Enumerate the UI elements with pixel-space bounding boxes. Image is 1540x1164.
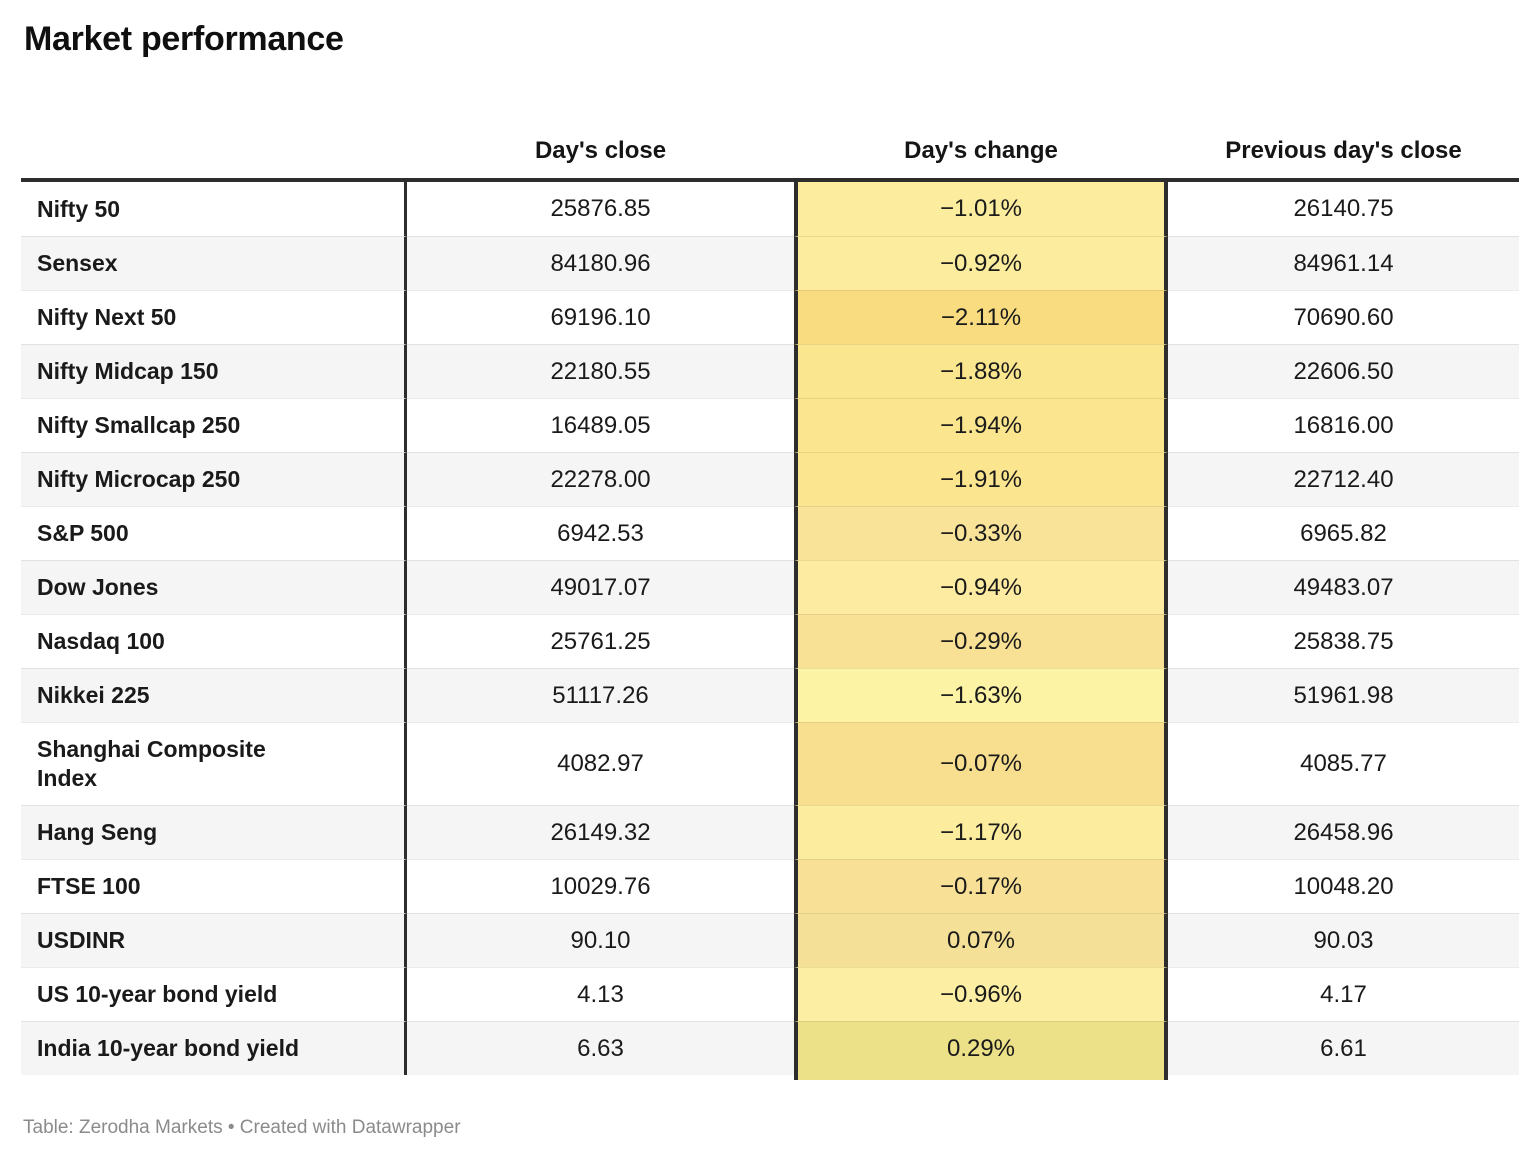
cell-days-change: −0.17% — [794, 859, 1168, 913]
row-label: USDINR — [21, 913, 407, 967]
cell-previous-days-close: 10048.20 — [1168, 859, 1519, 913]
cell-days-change: 0.29% — [794, 1021, 1168, 1075]
cell-previous-days-close: 70690.60 — [1168, 290, 1519, 344]
cell-days-close: 84180.96 — [407, 236, 794, 290]
cell-days-close: 90.10 — [407, 913, 794, 967]
table-row: Nifty Midcap 150 22180.55 −1.88% 22606.50 — [21, 344, 1519, 398]
row-label: Nifty Smallcap 250 — [21, 398, 407, 452]
cell-days-close: 25876.85 — [550, 195, 651, 222]
cell-days-change: −1.88% — [794, 344, 1168, 398]
table-row: Nifty Smallcap 250 16489.05 −1.94% 16816.00 — [21, 398, 1519, 452]
table-row: Shanghai Composite Index 4082.97 −0.07% 408… — [21, 722, 1519, 805]
cell-days-close: 22278.00 — [407, 452, 794, 506]
row-label: S&P 500 — [21, 506, 407, 560]
cell-days-change: −1.91% — [794, 452, 1168, 506]
table-row: Nikkei 225 51117.26 −1.63% 51961.98 — [21, 668, 1519, 722]
table-row: Nifty 50 25876.85 −1.01% 26140.75 — [21, 182, 1519, 236]
cell-days-close: 4.13 — [407, 967, 794, 1021]
cell-days-close: 49017.07 — [407, 560, 794, 614]
table-row: Nasdaq 100 25761.25 −0.29% 25838.75 — [21, 614, 1519, 668]
cell-previous-days-close: 90.03 — [1168, 913, 1519, 967]
table-row: Nifty Next 50 69196.10 −2.11% 70690.60 — [21, 290, 1519, 344]
row-label: Nifty Midcap 150 — [21, 344, 407, 398]
cell-days-close: 22180.55 — [407, 344, 794, 398]
row-label: US 10-year bond yield — [21, 967, 407, 1021]
cell-previous-days-close: 6.61 — [1168, 1021, 1519, 1075]
column-header-days-change: Day's change — [904, 137, 1058, 164]
row-label: Nifty Next 50 — [21, 290, 407, 344]
page-title: Market performance — [24, 20, 344, 58]
column-header-previous-days-close: Previous day's close — [1225, 137, 1462, 164]
cell-previous-days-close: 22712.40 — [1168, 452, 1519, 506]
highlight-column-tail — [794, 1075, 1168, 1080]
attribution-text: Table: Zerodha Markets • Created with Da… — [23, 1117, 461, 1138]
table-row: Sensex 84180.96 −0.92% 84961.14 — [21, 236, 1519, 290]
cell-previous-days-close: 4085.77 — [1168, 722, 1519, 805]
table-row: S&P 500 6942.53 −0.33% 6965.82 — [21, 506, 1519, 560]
row-label: India 10-year bond yield — [21, 1021, 407, 1075]
market-performance-table: Nifty 50 25876.85 −1.01% 26140.75 Sensex 8418… — [21, 178, 1519, 1080]
table-row: Hang Seng 26149.32 −1.17% 26458.96 — [21, 805, 1519, 859]
cell-previous-days-close: 25838.75 — [1168, 614, 1519, 668]
cell-previous-days-close: 26458.96 — [1168, 805, 1519, 859]
table-row: India 10-year bond yield 6.63 0.29% 6.61 — [21, 1021, 1519, 1075]
table-row: Dow Jones 49017.07 −0.94% 49483.07 — [21, 560, 1519, 614]
cell-days-close: 6.63 — [407, 1021, 794, 1075]
table-row: FTSE 100 10029.76 −0.17% 10048.20 — [21, 859, 1519, 913]
table-header-row: Day's close Day's change Previous day's … — [21, 118, 1519, 178]
table-row: USDINR 90.10 0.07% 90.03 — [21, 913, 1519, 967]
cell-previous-days-close: 22606.50 — [1168, 344, 1519, 398]
cell-days-close: 51117.26 — [407, 668, 794, 722]
row-label: FTSE 100 — [21, 859, 407, 913]
row-label: Nikkei 225 — [21, 668, 407, 722]
cell-previous-days-close: 51961.98 — [1168, 668, 1519, 722]
cell-days-change: −1.63% — [794, 668, 1168, 722]
cell-days-close: 4082.97 — [407, 722, 794, 805]
row-label: Hang Seng — [21, 805, 407, 859]
cell-days-close: 6942.53 — [407, 506, 794, 560]
row-label: Shanghai Composite Index — [21, 722, 407, 805]
cell-days-close: 25761.25 — [407, 614, 794, 668]
table-row: US 10-year bond yield 4.13 −0.96% 4.17 — [21, 967, 1519, 1021]
table-row: Nifty Microcap 250 22278.00 −1.91% 22712.40 — [21, 452, 1519, 506]
row-label: Nifty 50 — [21, 182, 407, 236]
cell-previous-days-close: 6965.82 — [1168, 506, 1519, 560]
column-header-days-close: Day's close — [534, 137, 667, 164]
row-label: Nasdaq 100 — [21, 614, 407, 668]
cell-previous-days-close: 49483.07 — [1168, 560, 1519, 614]
cell-days-change: 0.07% — [794, 913, 1168, 967]
cell-days-change: −1.17% — [794, 805, 1168, 859]
row-label: Dow Jones — [21, 560, 407, 614]
cell-days-close: 16489.05 — [407, 398, 794, 452]
cell-previous-days-close: 84961.14 — [1168, 236, 1519, 290]
row-label: Nifty Microcap 250 — [21, 452, 407, 506]
cell-days-change: −2.11% — [794, 290, 1168, 344]
cell-days-change: −0.92% — [794, 236, 1168, 290]
cell-days-change: −0.29% — [794, 614, 1168, 668]
cell-days-change: −1.01% — [794, 182, 1168, 236]
cell-days-close: 26149.32 — [407, 805, 794, 859]
cell-previous-days-close: 26140.75 — [1293, 195, 1394, 222]
cell-days-change: −0.07% — [794, 722, 1168, 805]
cell-days-close: 10029.76 — [407, 859, 794, 913]
cell-days-close: 69196.10 — [407, 290, 794, 344]
row-label: Sensex — [21, 236, 407, 290]
cell-days-change: −0.96% — [794, 967, 1168, 1021]
cell-days-change: −0.33% — [794, 506, 1168, 560]
cell-days-change: −0.94% — [794, 560, 1168, 614]
cell-previous-days-close: 4.17 — [1168, 967, 1519, 1021]
cell-days-change: −1.94% — [794, 398, 1168, 452]
cell-previous-days-close: 16816.00 — [1168, 398, 1519, 452]
